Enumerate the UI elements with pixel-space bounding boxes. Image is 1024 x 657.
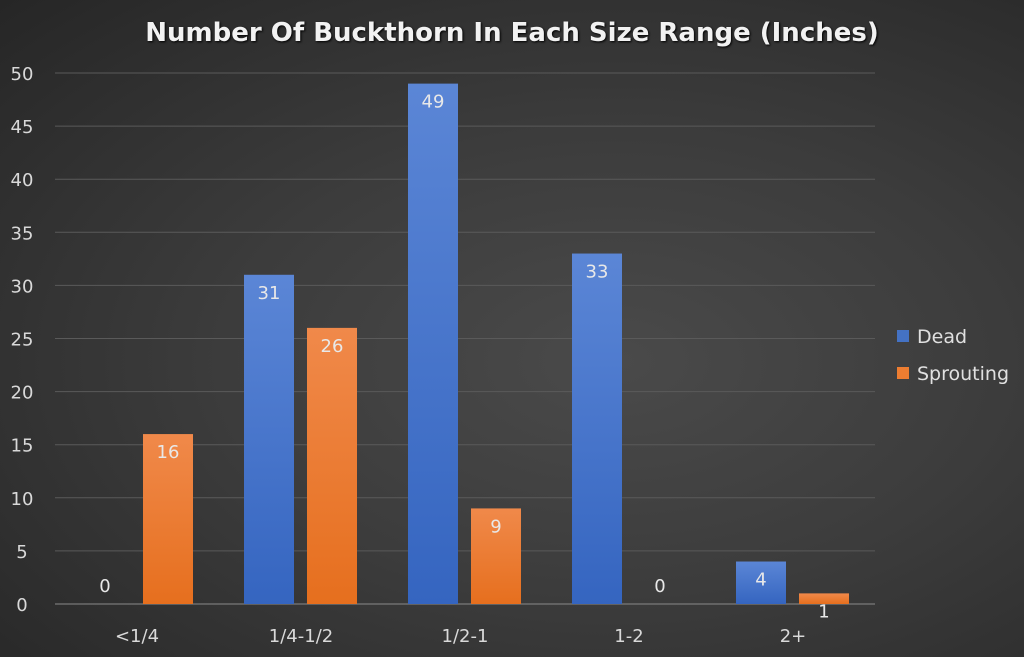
y-tick-label: 45 (11, 117, 34, 138)
chart-title: Number Of Buckthorn In Each Size Range (… (145, 18, 878, 48)
y-tick-label: 10 (11, 489, 34, 510)
legend-label: Dead (917, 326, 967, 348)
data-label: 0 (654, 576, 665, 597)
data-label: 16 (157, 442, 180, 463)
data-label: 33 (586, 262, 609, 283)
legend-label: Sprouting (917, 363, 1009, 385)
y-tick-label: 0 (16, 595, 27, 616)
x-tick-label: 1-2 (614, 626, 643, 647)
data-label: 4 (755, 570, 766, 591)
bar-sprouting (799, 593, 849, 604)
data-label: 1 (818, 601, 829, 622)
y-tick-label: 5 (16, 542, 27, 563)
x-tick-label: <1/4 (115, 626, 159, 647)
data-label: 31 (258, 283, 281, 304)
x-tick-label: 1/2-1 (442, 626, 489, 647)
bar-sprouting (143, 434, 193, 604)
bar-sprouting (471, 508, 521, 604)
x-tick-label: 2+ (780, 626, 807, 647)
y-tick-label: 50 (11, 64, 34, 85)
bar-dead (408, 83, 458, 605)
legend-swatch-sprouting (897, 367, 909, 379)
legend-swatch-dead (897, 330, 909, 342)
bar-dead (736, 561, 786, 604)
x-tick-label: 1/4-1/2 (269, 626, 333, 647)
y-tick-label: 35 (11, 223, 34, 244)
y-tick-label: 25 (11, 330, 34, 351)
y-tick-label: 40 (11, 170, 34, 191)
y-tick-label: 15 (11, 436, 34, 457)
data-label: 26 (321, 336, 344, 357)
data-label: 9 (490, 516, 501, 537)
y-tick-label: 30 (11, 276, 34, 297)
y-tick-label: 20 (11, 383, 34, 404)
data-label: 0 (99, 576, 110, 597)
bar-dead (572, 253, 622, 605)
bar-sprouting (307, 327, 357, 604)
bar-dead (244, 274, 294, 604)
data-label: 49 (422, 92, 445, 113)
